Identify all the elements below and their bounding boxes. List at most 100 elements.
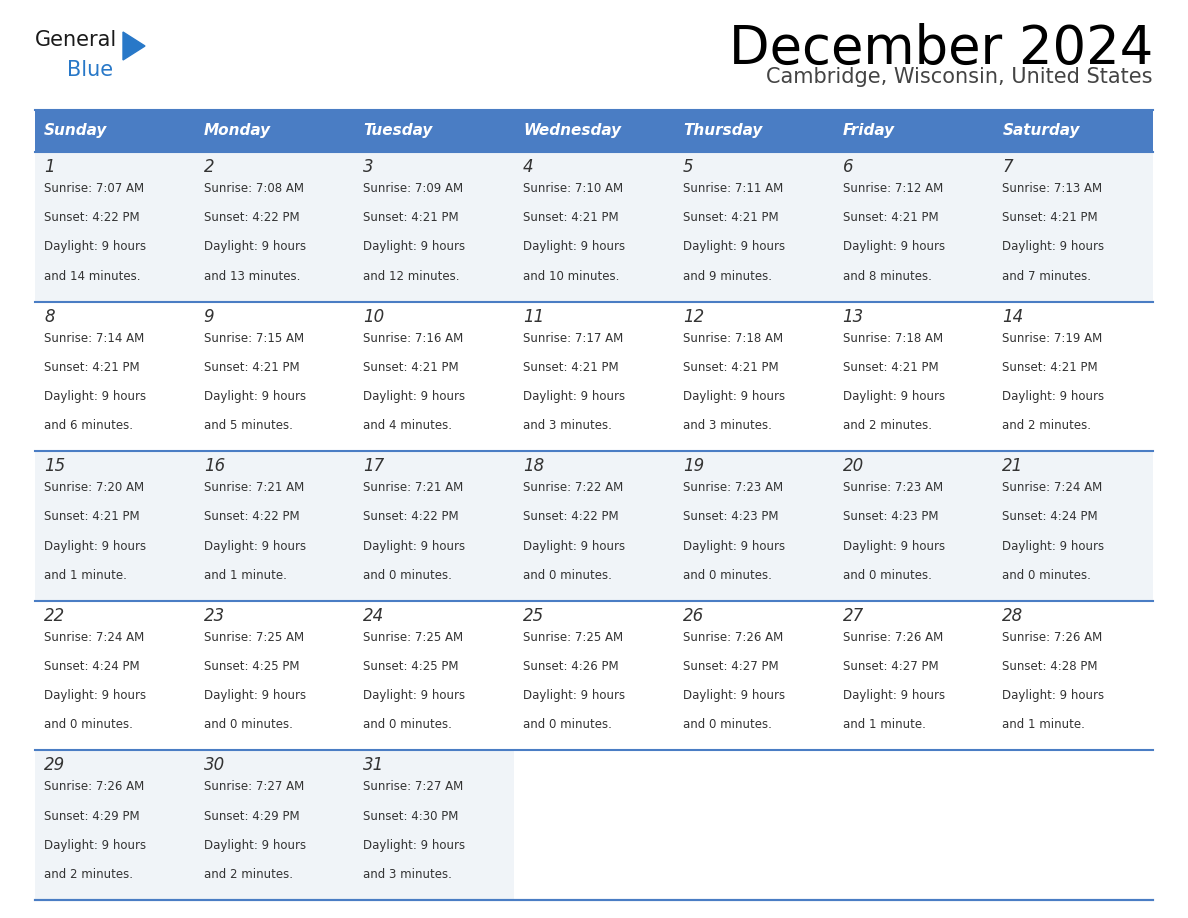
Text: Daylight: 9 hours: Daylight: 9 hours	[523, 540, 625, 553]
Text: Sunset: 4:21 PM: Sunset: 4:21 PM	[1003, 361, 1098, 374]
Text: Sunday: Sunday	[44, 124, 107, 139]
Text: Tuesday: Tuesday	[364, 124, 432, 139]
Bar	[34, 452, 195, 600]
Text: 2: 2	[203, 158, 214, 176]
Text: Daylight: 9 hours: Daylight: 9 hours	[364, 689, 466, 702]
Text: Daylight: 9 hours: Daylight: 9 hours	[523, 241, 625, 253]
Text: Daylight: 9 hours: Daylight: 9 hours	[44, 689, 146, 702]
Text: Daylight: 9 hours: Daylight: 9 hours	[364, 390, 466, 403]
Text: 29: 29	[44, 756, 65, 775]
Text: and 0 minutes.: and 0 minutes.	[523, 718, 612, 732]
Text: Sunset: 4:21 PM: Sunset: 4:21 PM	[1003, 211, 1098, 224]
Bar	[674, 600, 834, 750]
Text: Saturday: Saturday	[1003, 124, 1080, 139]
Text: Sunset: 4:24 PM: Sunset: 4:24 PM	[1003, 510, 1098, 523]
Text: Sunset: 4:21 PM: Sunset: 4:21 PM	[523, 211, 619, 224]
Text: Sunset: 4:22 PM: Sunset: 4:22 PM	[203, 510, 299, 523]
Text: 28: 28	[1003, 607, 1024, 625]
Text: 11: 11	[523, 308, 544, 326]
Bar	[993, 302, 1154, 452]
Text: Sunset: 4:22 PM: Sunset: 4:22 PM	[203, 211, 299, 224]
Text: Sunrise: 7:27 AM: Sunrise: 7:27 AM	[364, 780, 463, 793]
Text: and 9 minutes.: and 9 minutes.	[683, 270, 772, 283]
Text: and 1 minute.: and 1 minute.	[1003, 718, 1085, 732]
Text: 9: 9	[203, 308, 214, 326]
Text: 16: 16	[203, 457, 225, 476]
Text: 18: 18	[523, 457, 544, 476]
Text: 30: 30	[203, 756, 225, 775]
Text: 7: 7	[1003, 158, 1013, 176]
Text: Daylight: 9 hours: Daylight: 9 hours	[842, 689, 944, 702]
Text: 25: 25	[523, 607, 544, 625]
Text: and 0 minutes.: and 0 minutes.	[683, 718, 772, 732]
Text: Sunset: 4:21 PM: Sunset: 4:21 PM	[44, 510, 140, 523]
Text: Sunset: 4:25 PM: Sunset: 4:25 PM	[203, 660, 299, 673]
Bar	[354, 110, 514, 152]
Text: and 0 minutes.: and 0 minutes.	[842, 569, 931, 582]
Text: and 0 minutes.: and 0 minutes.	[203, 718, 292, 732]
Text: Sunrise: 7:20 AM: Sunrise: 7:20 AM	[44, 481, 144, 494]
Text: and 0 minutes.: and 0 minutes.	[683, 569, 772, 582]
Text: and 2 minutes.: and 2 minutes.	[203, 868, 292, 881]
Text: Daylight: 9 hours: Daylight: 9 hours	[364, 540, 466, 553]
Bar	[834, 452, 993, 600]
Text: Sunset: 4:28 PM: Sunset: 4:28 PM	[1003, 660, 1098, 673]
Text: Daylight: 9 hours: Daylight: 9 hours	[523, 689, 625, 702]
Text: Sunset: 4:22 PM: Sunset: 4:22 PM	[364, 510, 459, 523]
Text: Sunset: 4:21 PM: Sunset: 4:21 PM	[44, 361, 140, 374]
Text: and 0 minutes.: and 0 minutes.	[364, 718, 453, 732]
Text: 17: 17	[364, 457, 385, 476]
Bar	[34, 302, 195, 452]
Text: Daylight: 9 hours: Daylight: 9 hours	[1003, 540, 1105, 553]
Text: and 12 minutes.: and 12 minutes.	[364, 270, 460, 283]
Text: Sunset: 4:21 PM: Sunset: 4:21 PM	[523, 361, 619, 374]
Text: and 3 minutes.: and 3 minutes.	[364, 868, 453, 881]
Bar	[34, 110, 195, 152]
Text: Daylight: 9 hours: Daylight: 9 hours	[364, 839, 466, 852]
Text: and 1 minute.: and 1 minute.	[44, 569, 127, 582]
Text: 21: 21	[1003, 457, 1024, 476]
Text: Daylight: 9 hours: Daylight: 9 hours	[523, 390, 625, 403]
Text: and 3 minutes.: and 3 minutes.	[683, 420, 772, 432]
Text: Sunrise: 7:26 AM: Sunrise: 7:26 AM	[44, 780, 144, 793]
Text: and 2 minutes.: and 2 minutes.	[1003, 420, 1092, 432]
Bar	[514, 152, 674, 302]
Text: Sunset: 4:24 PM: Sunset: 4:24 PM	[44, 660, 140, 673]
Text: Daylight: 9 hours: Daylight: 9 hours	[683, 540, 785, 553]
Text: 13: 13	[842, 308, 864, 326]
Bar	[195, 750, 354, 900]
Text: Daylight: 9 hours: Daylight: 9 hours	[203, 540, 305, 553]
Text: Sunrise: 7:07 AM: Sunrise: 7:07 AM	[44, 182, 144, 195]
Text: and 0 minutes.: and 0 minutes.	[1003, 569, 1091, 582]
Text: and 14 minutes.: and 14 minutes.	[44, 270, 140, 283]
Text: Sunrise: 7:26 AM: Sunrise: 7:26 AM	[1003, 631, 1102, 644]
Text: Sunrise: 7:24 AM: Sunrise: 7:24 AM	[44, 631, 144, 644]
Bar	[195, 452, 354, 600]
Text: Daylight: 9 hours: Daylight: 9 hours	[44, 540, 146, 553]
Text: Sunrise: 7:12 AM: Sunrise: 7:12 AM	[842, 182, 943, 195]
Text: Sunset: 4:21 PM: Sunset: 4:21 PM	[683, 211, 778, 224]
Text: Sunrise: 7:13 AM: Sunrise: 7:13 AM	[1003, 182, 1102, 195]
Text: Sunrise: 7:26 AM: Sunrise: 7:26 AM	[683, 631, 783, 644]
Bar	[514, 110, 674, 152]
Bar	[195, 110, 354, 152]
Text: Daylight: 9 hours: Daylight: 9 hours	[1003, 390, 1105, 403]
Text: and 0 minutes.: and 0 minutes.	[523, 569, 612, 582]
Text: and 0 minutes.: and 0 minutes.	[44, 718, 133, 732]
Text: and 0 minutes.: and 0 minutes.	[364, 569, 453, 582]
Bar	[674, 152, 834, 302]
Text: Daylight: 9 hours: Daylight: 9 hours	[842, 390, 944, 403]
Text: Sunset: 4:21 PM: Sunset: 4:21 PM	[683, 361, 778, 374]
Text: and 13 minutes.: and 13 minutes.	[203, 270, 301, 283]
Text: and 1 minute.: and 1 minute.	[203, 569, 286, 582]
Text: Sunset: 4:27 PM: Sunset: 4:27 PM	[842, 660, 939, 673]
Text: Sunrise: 7:10 AM: Sunrise: 7:10 AM	[523, 182, 624, 195]
Text: Sunrise: 7:26 AM: Sunrise: 7:26 AM	[842, 631, 943, 644]
Bar	[34, 152, 195, 302]
Text: 14: 14	[1003, 308, 1024, 326]
Text: Sunrise: 7:27 AM: Sunrise: 7:27 AM	[203, 780, 304, 793]
Text: Sunset: 4:21 PM: Sunset: 4:21 PM	[364, 211, 459, 224]
Text: Monday: Monday	[203, 124, 271, 139]
Bar	[34, 600, 195, 750]
Text: 5: 5	[683, 158, 694, 176]
